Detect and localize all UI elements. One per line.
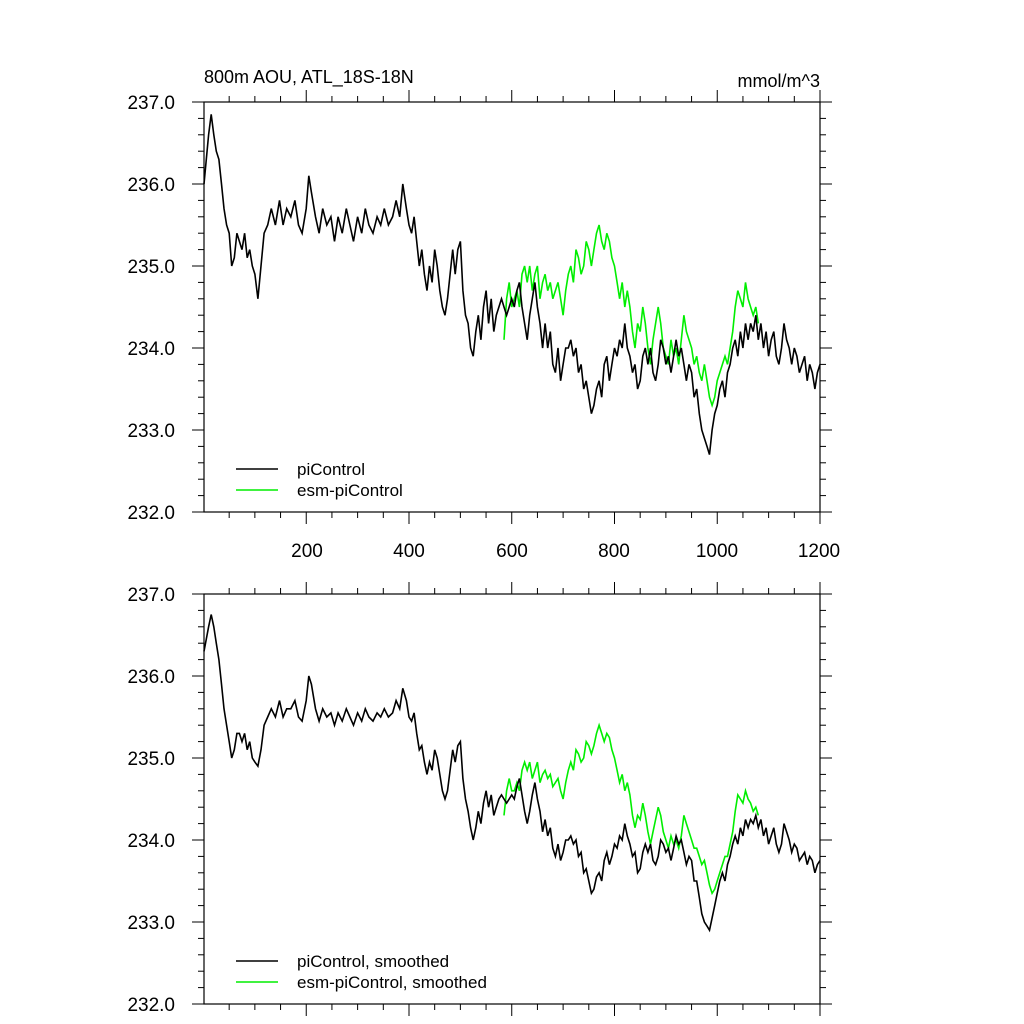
top-y-tick-label: 235.0 — [127, 257, 175, 278]
top-x-tick-label: 600 — [496, 541, 528, 562]
bottom-y-axis-labels: 237.0 236.0 235.0 234.0 233.0 232.0 — [127, 585, 175, 1016]
top-y-tick-label: 232.0 — [127, 503, 175, 524]
top-legend-label-esm-picontrol: esm-piControl — [297, 481, 403, 500]
bottom-y-tick-label: 233.0 — [127, 913, 175, 934]
bottom-y-tick-label: 234.0 — [127, 831, 175, 852]
top-x-tick-label: 1200 — [798, 541, 840, 562]
bottom-axis-ticks — [192, 582, 832, 1016]
top-legend-label-picontrol: piControl — [297, 460, 365, 479]
top-x-tick-label: 400 — [393, 541, 425, 562]
bottom-panel: 237.0 236.0 235.0 234.0 233.0 232.0 piCo… — [127, 582, 832, 1016]
bottom-series-esm-picontrol-smoothed-line — [503, 722, 760, 896]
top-panel-title: 800m AOU, ATL_18S-18N — [204, 67, 414, 88]
top-series-group — [203, 114, 821, 455]
top-y-tick-label: 236.0 — [127, 175, 175, 196]
bottom-series-picontrol-smoothed-line — [203, 614, 821, 933]
bottom-legend-label-picontrol-smoothed: piControl, smoothed — [297, 952, 449, 971]
top-y-tick-label: 233.0 — [127, 421, 175, 442]
bottom-y-tick-label: 232.0 — [127, 995, 175, 1016]
top-series-esm-picontrol-line — [503, 224, 760, 409]
top-x-tick-label: 1000 — [696, 541, 738, 562]
top-series-picontrol-line — [203, 114, 821, 455]
bottom-series-group — [203, 614, 821, 933]
top-y-tick-label: 237.0 — [127, 93, 175, 114]
top-y-axis-labels: 237.0 236.0 235.0 234.0 233.0 232.0 — [127, 93, 175, 524]
bottom-y-tick-label: 235.0 — [127, 749, 175, 770]
bottom-legend-label-esm-picontrol-smoothed: esm-piControl, smoothed — [297, 973, 487, 992]
top-legend: piControl esm-piControl — [236, 460, 403, 500]
top-x-axis-labels: 200 400 600 800 1000 1200 — [291, 541, 840, 562]
top-panel-units: mmol/m^3 — [738, 71, 820, 91]
top-panel: 800m AOU, ATL_18S-18N mmol/m^3 237.0 236… — [127, 67, 840, 562]
top-x-tick-label: 800 — [598, 541, 630, 562]
bottom-y-tick-label: 236.0 — [127, 667, 175, 688]
bottom-y-tick-label: 237.0 — [127, 585, 175, 606]
top-axis-ticks — [192, 90, 832, 524]
top-y-tick-label: 234.0 — [127, 339, 175, 360]
bottom-legend: piControl, smoothed esm-piControl, smoot… — [236, 952, 487, 992]
top-x-tick-label: 200 — [291, 541, 323, 562]
